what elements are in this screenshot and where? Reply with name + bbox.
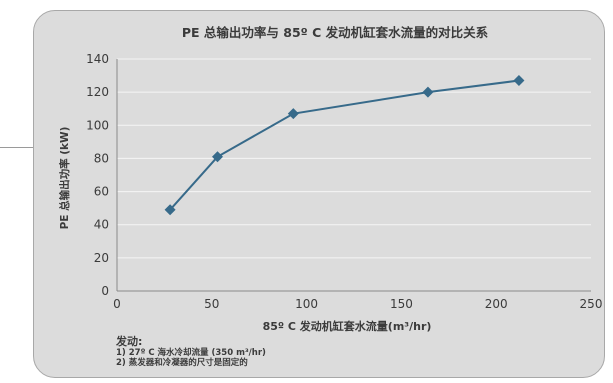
x-tick-label: 200 <box>485 297 508 311</box>
y-tick-label: 100 <box>86 118 109 132</box>
y-tick-label: 140 <box>86 52 109 66</box>
y-tick-label: 0 <box>101 284 109 298</box>
axes <box>116 59 591 292</box>
data-point-diamond <box>422 86 434 98</box>
x-tick-label: 50 <box>204 297 219 311</box>
chart-title: PE 总输出功率与 85º C 发动机缸套水流量的对比关系 <box>181 25 489 40</box>
series-layer <box>164 75 525 216</box>
series-line <box>169 79 520 211</box>
y-tick-label: 20 <box>94 251 109 265</box>
y-tick-label: 80 <box>94 151 109 165</box>
x-axis-title: 85º C 发动机缸套水流量(m³/hr) <box>262 320 432 333</box>
x-tick-label: 150 <box>390 297 413 311</box>
note-2: 2) 蒸发器和冷凝器的尺寸是固定的 <box>116 358 248 368</box>
x-tick-label: 0 <box>113 297 121 311</box>
y-tick-label: 60 <box>94 185 109 199</box>
data-point-diamond <box>164 204 176 216</box>
data-point-diamond <box>287 108 299 120</box>
tick-labels: 0 20 40 60 80 100 120 140 0 50 100 150 200 250 <box>86 52 602 311</box>
page-divider-line <box>0 147 40 148</box>
y-tick-label: 120 <box>86 85 109 99</box>
x-tick-label: 100 <box>295 297 318 311</box>
y-tick-label: 40 <box>94 218 109 232</box>
notes-heading: 发动: <box>116 335 143 348</box>
x-tick-label: 250 <box>580 297 603 311</box>
note-1: 1) 27º C 海水冷却流量 (350 m³/hr) <box>116 348 266 358</box>
data-point-diamond <box>513 75 525 87</box>
data-point-diamond <box>211 151 223 163</box>
grid-lines <box>117 58 591 259</box>
notes-block: 发动: 1) 27º C 海水冷却流量 (350 m³/hr) 2) 蒸发器和冷… <box>116 335 266 369</box>
chart-card <box>33 10 605 378</box>
